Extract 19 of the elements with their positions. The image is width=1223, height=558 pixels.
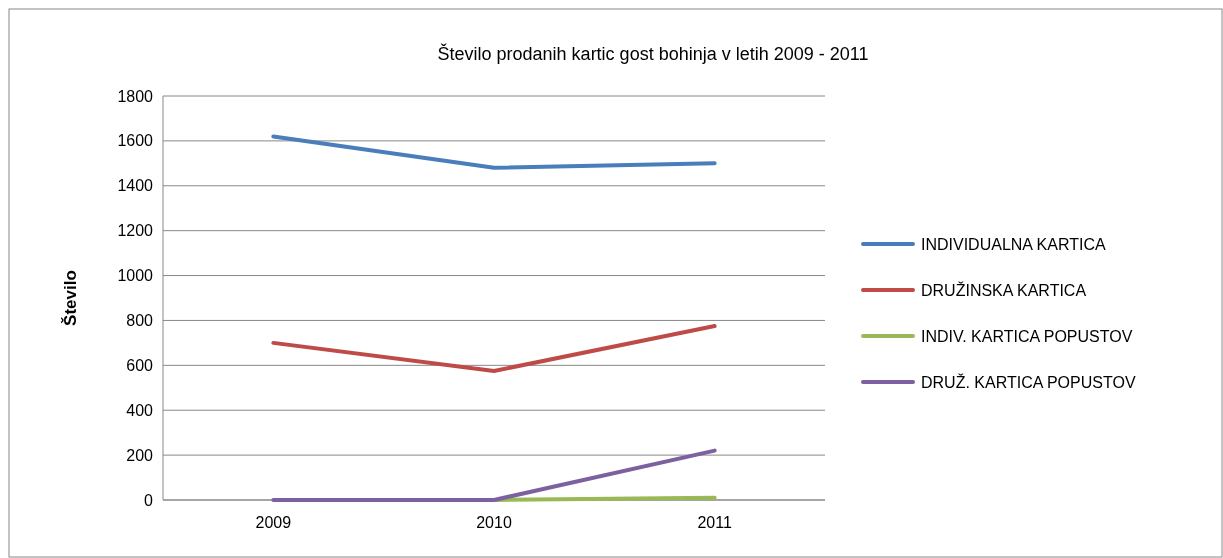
- y-tick-label: 1000: [117, 267, 154, 285]
- y-tick-label: 1400: [117, 177, 154, 195]
- y-tick-label: 200: [126, 446, 154, 464]
- legend-label: DRUŽINSKA KARTICA: [921, 280, 1087, 299]
- x-tick-label: 2011: [697, 514, 732, 531]
- y-tick-label: 1200: [117, 222, 154, 240]
- chart-title: Število prodanih kartic gost bohinja v letih 2009 - 2011: [437, 43, 869, 64]
- x-tick-label: 2010: [476, 514, 512, 531]
- legend-label: DRUŽ. KARTICA POPUSTOV: [921, 372, 1136, 391]
- y-tick-label: 800: [126, 312, 154, 330]
- y-tick-label: 600: [126, 356, 154, 374]
- y-tick-label: 0: [144, 491, 154, 509]
- y-tick-label: 1600: [117, 132, 154, 150]
- x-tick-label: 2009: [255, 514, 292, 531]
- y-axis-title: Število: [61, 270, 80, 326]
- y-tick-label: 1800: [117, 87, 154, 105]
- legend-label: INDIV. KARTICA POPUSTOV: [921, 327, 1133, 345]
- y-tick-label: 400: [126, 401, 154, 419]
- legend-label: INDIVIDUALNA KARTICA: [921, 235, 1106, 253]
